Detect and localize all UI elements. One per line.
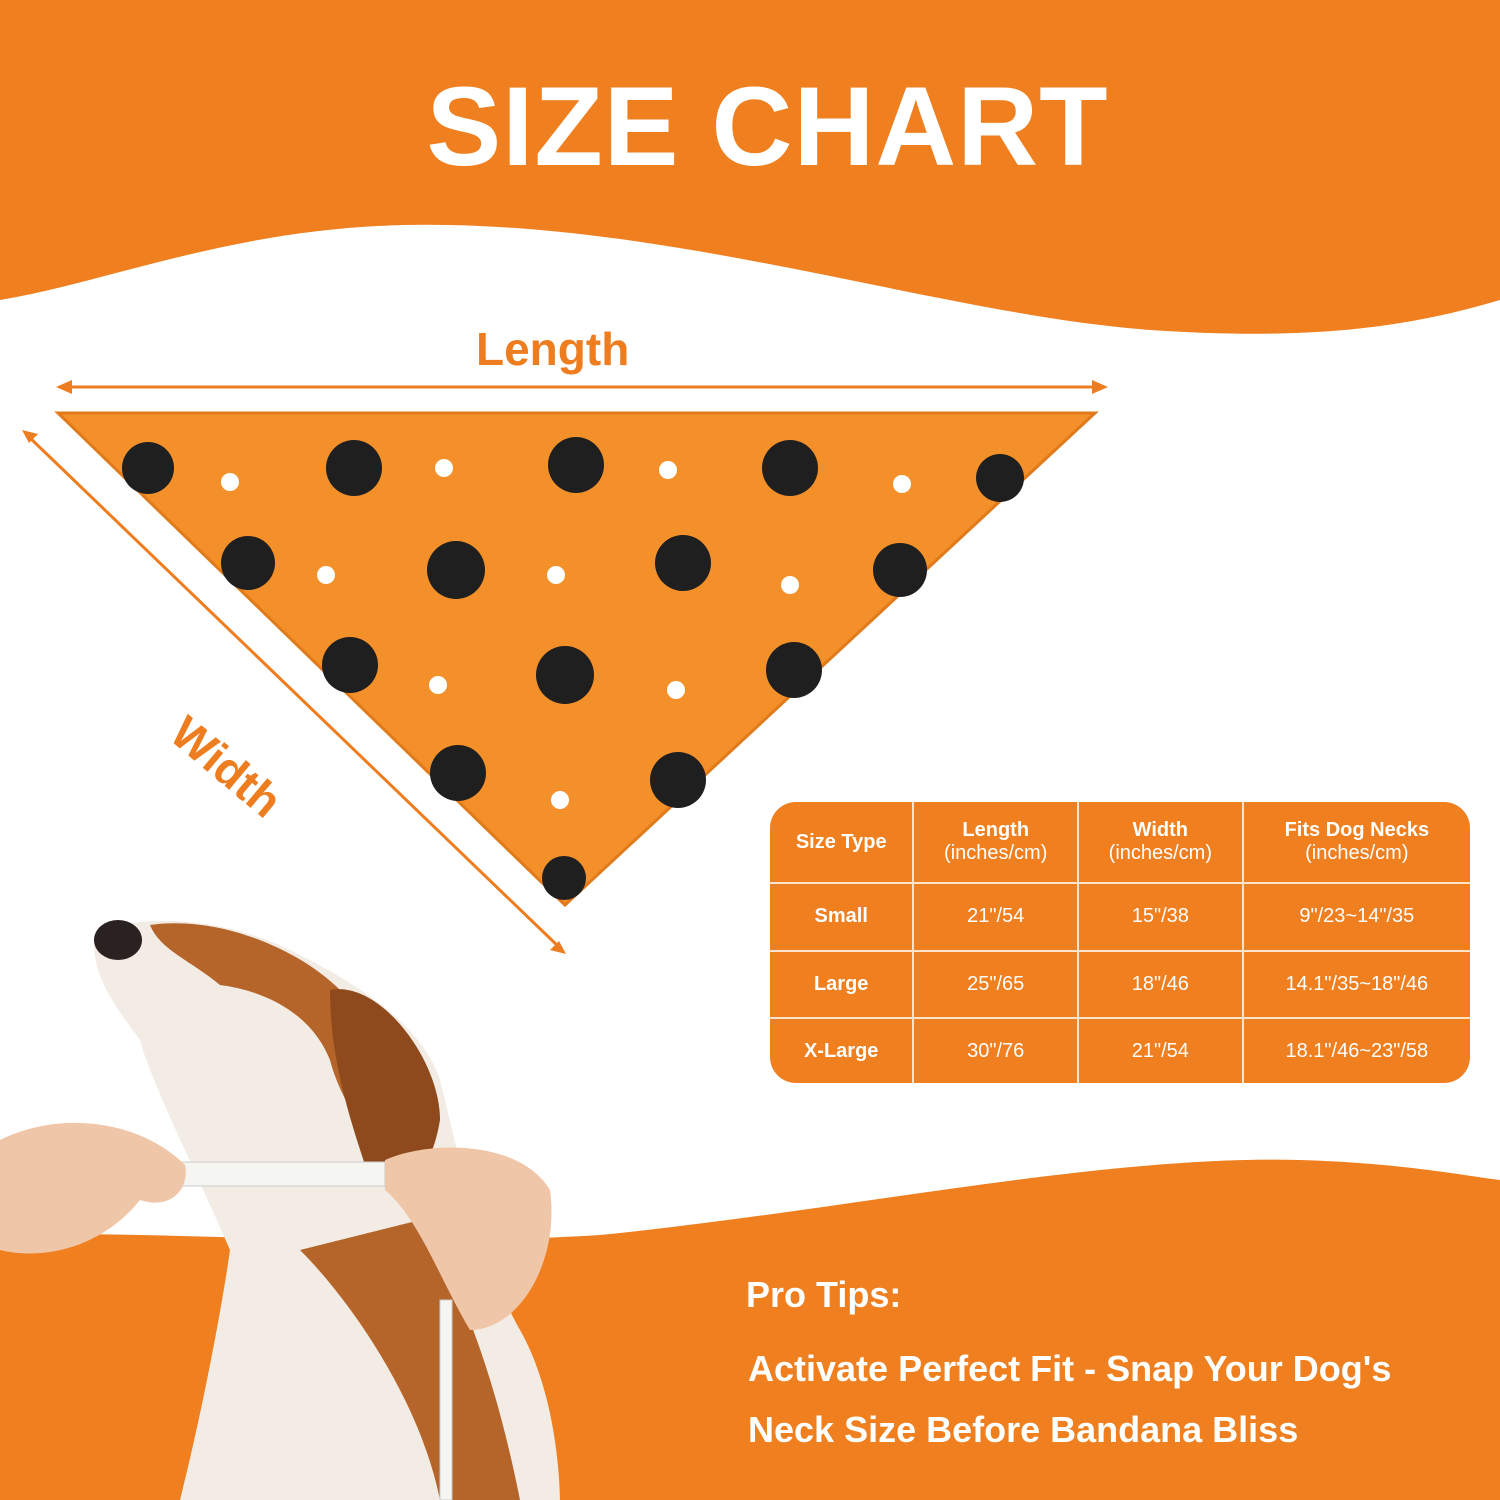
cell-neck: 14.1"/35~18"/46	[1241, 949, 1470, 1020]
tips-line-2: Neck Size Before Bandana Bliss	[748, 1409, 1299, 1450]
cell-neck: 18.1"/46~23"/58	[1241, 1017, 1470, 1083]
header-size-type: Size Type	[770, 802, 915, 884]
header-neck: Fits Dog Necks (inches/cm)	[1241, 802, 1470, 884]
cell-size: Small	[770, 882, 915, 952]
header-unit: (inches/cm)	[944, 842, 1048, 864]
header-label: Length	[962, 819, 1030, 841]
cell-length: 21"/54	[912, 882, 1080, 952]
tips-line-1: Activate Perfect Fit - Snap Your Dog's	[748, 1348, 1392, 1389]
cell-size: X-Large	[770, 1017, 915, 1083]
cell-width: 15"/38	[1077, 882, 1244, 952]
dog-photo	[0, 920, 560, 1500]
length-arrow	[56, 380, 1108, 394]
header-label: Width	[1132, 819, 1189, 841]
header-width: Width (inches/cm)	[1077, 802, 1244, 884]
cell-width: 21"/54	[1077, 1017, 1244, 1083]
table-row: Small 21"/54 15"/38 9"/23~14"/35	[770, 882, 1470, 952]
page-title: SIZE CHART	[426, 64, 1109, 189]
length-label: Length	[476, 323, 630, 375]
tips-heading: Pro Tips:	[746, 1274, 902, 1315]
top-orange-wave	[0, 0, 1500, 334]
tape-measure	[174, 1161, 386, 1187]
header-unit: (inches/cm)	[1305, 842, 1409, 864]
cell-length: 25"/65	[912, 949, 1080, 1020]
cell-width: 18"/46	[1077, 949, 1244, 1020]
cell-length: 30"/76	[912, 1017, 1080, 1083]
header-label: Size Type	[795, 830, 887, 853]
table-row: X-Large 30"/76 21"/54 18.1"/46~23"/58	[770, 1017, 1470, 1083]
header-length: Length (inches/cm)	[912, 802, 1080, 884]
tips-body: Activate Perfect Fit - Snap Your Dog's N…	[748, 1338, 1488, 1460]
size-table: Size Type Length (inches/cm) Width (inches…	[770, 802, 1470, 1083]
header-label: Fits Dog Necks	[1284, 819, 1430, 841]
header-unit: (inches/cm)	[1108, 842, 1213, 864]
table-row: Large 25"/65 18"/46 14.1"/35~18"/46	[770, 949, 1470, 1020]
cell-neck: 9"/23~14"/35	[1241, 882, 1470, 952]
width-arrow	[22, 430, 566, 954]
cell-size: Large	[770, 949, 915, 1020]
table-header-row: Size Type Length (inches/cm) Width (inches…	[770, 802, 1470, 884]
halloween-bandana-image	[54, 411, 1099, 908]
